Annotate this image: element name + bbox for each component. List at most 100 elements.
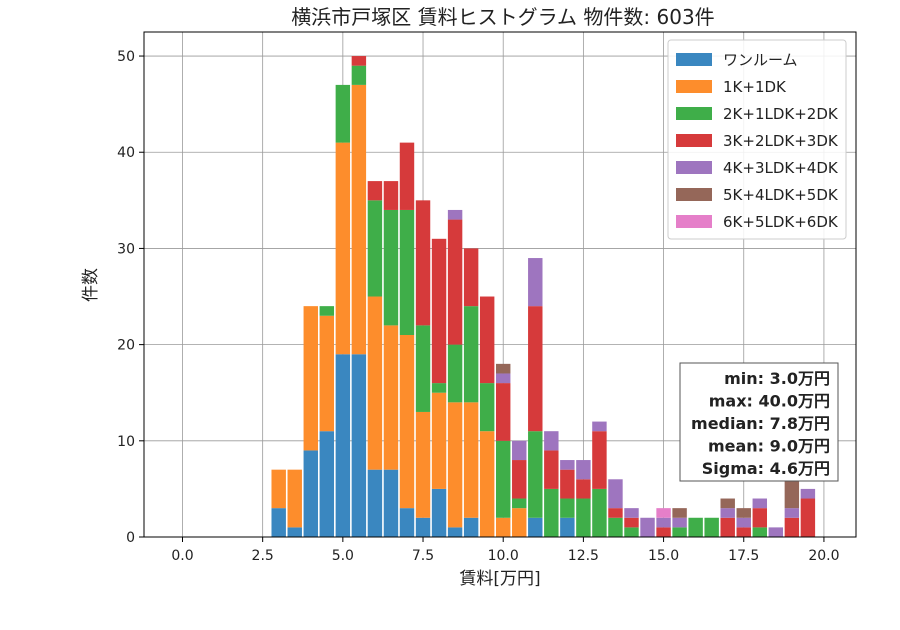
bar-segment (399, 142, 415, 210)
bar-segment (560, 460, 575, 470)
bar-segment (736, 517, 751, 528)
bar-segment (335, 84, 351, 143)
bar-segment (752, 498, 767, 509)
bar-segment (447, 219, 463, 345)
bar-segment (720, 498, 735, 509)
bar-segment (287, 469, 302, 528)
bar-segment (319, 306, 335, 316)
bar-segment (800, 488, 816, 499)
bar-segment (495, 517, 511, 537)
bar-segment (383, 325, 399, 470)
legend-label: 5K+4LDK+5DK (723, 186, 839, 204)
x-tick-label: 5.0 (332, 548, 354, 564)
bar-segment (271, 469, 286, 509)
legend-swatch (676, 161, 712, 174)
x-tick-label: 0.0 (171, 548, 193, 564)
bar-segment (624, 508, 639, 518)
bar-segment (463, 517, 479, 537)
bar-segment (479, 296, 495, 384)
bar-segment (367, 296, 383, 470)
stats-line: mean: 9.0万円 (708, 437, 830, 456)
bar-segment (415, 200, 431, 326)
y-tick-label: 40 (117, 145, 135, 161)
stats-box-frame (679, 362, 839, 482)
bar-segment (560, 498, 575, 518)
bar-segment (431, 488, 447, 537)
bar-segment (544, 450, 559, 489)
bar-segment (463, 402, 479, 518)
x-tick-label: 7.5 (412, 548, 434, 564)
bar-segment (479, 383, 495, 432)
bar-segment (367, 181, 383, 201)
legend-swatch (676, 53, 712, 66)
bar-segment (383, 469, 399, 537)
bar-segment (528, 517, 543, 537)
bar-segment (576, 460, 591, 480)
bar-segment (447, 344, 463, 403)
bar-segment (431, 238, 447, 384)
stats-line: Sigma: 4.6万円 (702, 459, 830, 478)
legend-swatch (676, 107, 712, 120)
bar-segment (447, 402, 463, 528)
bar-segment (784, 479, 800, 509)
bar-segment (592, 431, 607, 489)
y-tick-label: 20 (117, 338, 135, 354)
bar-segment (463, 306, 479, 403)
legend-label: 3K+2LDK+3DK (723, 132, 839, 150)
bar-segment (303, 306, 318, 451)
bar-segment (640, 517, 655, 537)
x-tick-label: 10.0 (488, 548, 519, 564)
bar-segment (560, 517, 575, 537)
x-tick-label: 12.5 (568, 548, 599, 564)
bar-segment (479, 431, 495, 537)
bar-segment (672, 508, 687, 518)
bar-segment (720, 517, 735, 537)
bar-segment (768, 527, 784, 537)
bar-segment (528, 258, 543, 307)
bar-segment (271, 508, 286, 537)
bar-segment (287, 527, 302, 537)
y-tick-label: 30 (117, 241, 135, 257)
stats-box: min: 3.0万円 max: 40.0万円 median: 7.8万円 mean: … (679, 362, 839, 482)
legend-label: 1K+1DK (723, 78, 787, 96)
bar-segment (512, 460, 527, 499)
stats-line: min: 3.0万円 (724, 369, 830, 388)
x-tick-label: 17.5 (728, 548, 759, 564)
bar-segment (447, 209, 463, 220)
stats-line: max: 40.0万円 (709, 392, 830, 411)
bar-segment (495, 363, 511, 374)
legend: ワンルーム 1K+1DK 2K+1LDK+2DK 3K+2LDK+3DK 4K+3LDK… (667, 39, 847, 240)
bar-segment (592, 421, 607, 432)
legend-swatch (676, 215, 712, 228)
x-axis-ticks: 0.0 2.5 5.0 7.5 10.0 12.5 15.0 17.5 20.0 (171, 537, 840, 564)
stats-line: median: 7.8万円 (691, 414, 830, 433)
bar-segment (784, 517, 800, 537)
bar-segment (495, 373, 511, 384)
x-tick-label: 15.0 (648, 548, 679, 564)
bar-segment (576, 498, 591, 537)
bar-segment (383, 181, 399, 210)
bar-segment (415, 411, 431, 518)
bar-segment (592, 488, 607, 537)
y-tick-label: 0 (126, 530, 135, 546)
bar-segment (560, 469, 575, 499)
x-tick-label: 2.5 (252, 548, 274, 564)
y-tick-label: 10 (117, 434, 135, 450)
bar-segment (608, 508, 623, 518)
bar-segment (415, 325, 431, 412)
legend-swatch (676, 134, 712, 147)
bar-segment (672, 527, 687, 537)
legend-label: 4K+3LDK+4DK (723, 159, 839, 177)
bar-segment (399, 209, 415, 335)
y-tick-label: 50 (117, 49, 135, 65)
bar-segment (367, 469, 383, 537)
bar-segment (528, 431, 543, 518)
legend-label: 2K+1LDK+2DK (723, 105, 839, 123)
bar-segment (528, 306, 543, 432)
bar-segment (736, 508, 751, 518)
legend-box (667, 39, 847, 240)
bar-segment (351, 56, 367, 66)
x-tick-label: 20.0 (808, 548, 839, 564)
bar-segment (656, 517, 671, 528)
bar-segment (656, 508, 671, 518)
